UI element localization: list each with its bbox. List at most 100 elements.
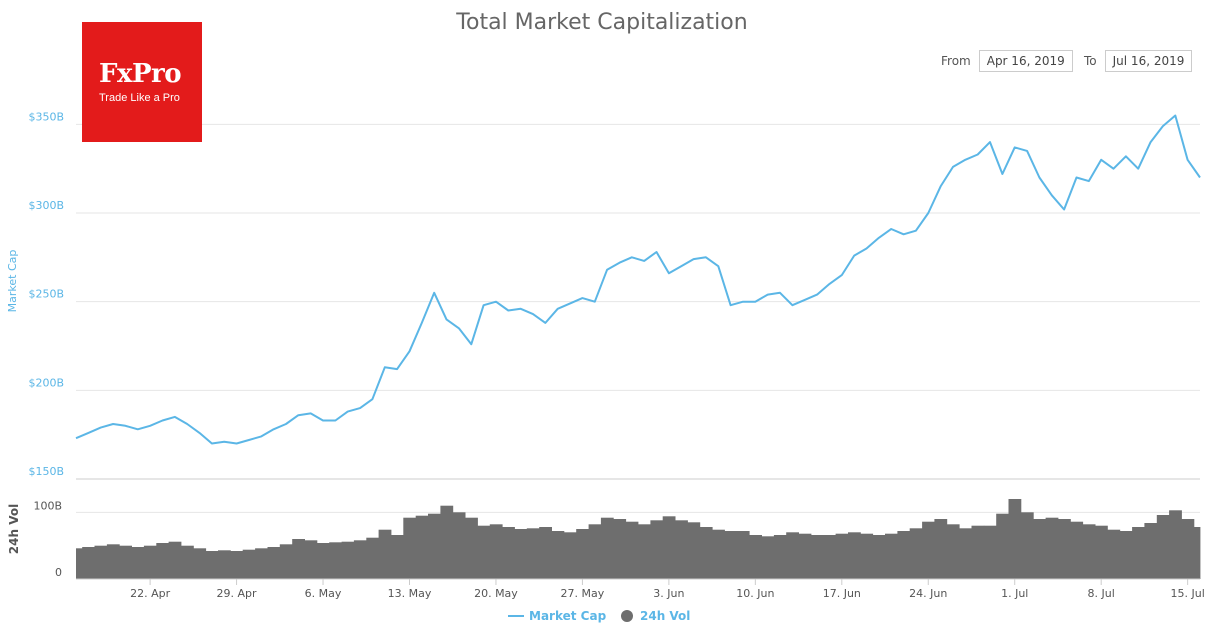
volume-bar bbox=[76, 548, 83, 579]
volume-bar bbox=[143, 545, 157, 579]
y-tick-label: $150B bbox=[28, 465, 64, 478]
to-label: To bbox=[1084, 54, 1097, 68]
volume-bar bbox=[329, 542, 342, 579]
volume-bar bbox=[563, 532, 577, 579]
x-tick-label: 29. Apr bbox=[217, 587, 257, 600]
volume-bar bbox=[403, 517, 417, 579]
x-tick-label: 27. May bbox=[561, 587, 605, 600]
volume-bar bbox=[267, 547, 281, 579]
volume-bar bbox=[168, 541, 182, 579]
x-tick-label: 24. Jun bbox=[909, 587, 947, 600]
y-tick-label: $250B bbox=[28, 288, 64, 301]
volume-bar bbox=[724, 531, 738, 579]
volume-bar bbox=[1119, 531, 1133, 579]
volume-bar bbox=[1095, 525, 1108, 579]
volume-bar bbox=[255, 548, 268, 579]
volume-bar bbox=[1020, 512, 1034, 579]
volume-bar bbox=[1070, 521, 1084, 579]
x-tick-label: 6. May bbox=[305, 587, 342, 600]
volume-bar bbox=[946, 524, 960, 579]
volume-bar bbox=[242, 549, 256, 579]
volume-bar bbox=[1132, 527, 1145, 579]
volume-bar bbox=[415, 515, 429, 579]
volume-bar bbox=[181, 545, 194, 579]
x-tick-label: 15. Jul bbox=[1171, 587, 1205, 600]
volume-bar bbox=[316, 543, 330, 579]
volume-bar bbox=[1169, 510, 1182, 579]
market-cap-series bbox=[75, 114, 1201, 445]
volume-bar bbox=[1107, 529, 1121, 579]
volume-axis-ticks: 0 100B bbox=[33, 499, 62, 579]
volume-bar bbox=[736, 531, 750, 579]
volume-bar bbox=[452, 512, 466, 579]
volume-bar bbox=[613, 519, 627, 579]
volume-bar bbox=[810, 535, 824, 579]
volume-bar bbox=[366, 537, 380, 579]
y-tick-label: $300B bbox=[28, 199, 64, 212]
y-axis-label: Market Cap bbox=[6, 250, 19, 313]
legend-label-volume: 24h Vol bbox=[640, 609, 690, 623]
volume-tick-label: 100B bbox=[33, 499, 62, 512]
volume-bar bbox=[341, 541, 355, 579]
volume-bar bbox=[983, 525, 997, 579]
x-tick-label: 20. May bbox=[474, 587, 518, 600]
volume-bar bbox=[1156, 515, 1170, 579]
from-label: From bbox=[941, 54, 971, 68]
volume-bar bbox=[773, 535, 787, 579]
volume-bar bbox=[292, 539, 305, 579]
volume-bar bbox=[687, 522, 701, 579]
volume-bar bbox=[304, 540, 318, 579]
volume-series bbox=[76, 499, 1201, 579]
from-date-input[interactable]: Apr 16, 2019 bbox=[978, 50, 1073, 72]
volume-bar bbox=[576, 529, 589, 579]
volume-bar bbox=[588, 524, 602, 579]
to-date-input[interactable]: Jul 16, 2019 bbox=[1104, 50, 1193, 72]
grid-lines bbox=[76, 123, 1200, 480]
volume-bar bbox=[675, 520, 688, 579]
x-tick-label: 3. Jun bbox=[653, 587, 684, 600]
volume-legend-swatch bbox=[621, 610, 633, 622]
volume-bar bbox=[971, 525, 985, 579]
volume-bar bbox=[465, 517, 478, 579]
volume-bar bbox=[625, 521, 639, 579]
volume-bar bbox=[650, 520, 664, 579]
y-tick-label: $350B bbox=[28, 110, 64, 123]
volume-bar bbox=[131, 547, 145, 579]
volume-bar bbox=[440, 505, 454, 579]
volume-bar bbox=[798, 533, 812, 579]
volume-bar bbox=[835, 533, 849, 579]
volume-bar bbox=[193, 548, 207, 579]
volume-bar bbox=[218, 550, 231, 579]
volume-bar bbox=[1193, 527, 1201, 579]
volume-bar bbox=[1008, 499, 1022, 579]
volume-bar bbox=[279, 544, 293, 579]
volume-bar bbox=[934, 519, 948, 579]
fxpro-logo: FxPro Trade Like a Pro bbox=[82, 22, 202, 142]
volume-bar bbox=[872, 535, 886, 579]
x-tick-label: 22. Apr bbox=[130, 587, 170, 600]
volume-bar bbox=[1058, 519, 1071, 579]
volume-tick-label: 0 bbox=[55, 566, 62, 579]
chart-title: Total Market Capitalization bbox=[455, 10, 747, 35]
volume-bar bbox=[761, 536, 775, 579]
volume-bar bbox=[489, 524, 503, 579]
legend-item-market-cap[interactable]: Market Cap bbox=[508, 609, 607, 623]
volume-bar bbox=[106, 544, 120, 579]
volume-bar bbox=[502, 527, 515, 579]
x-axis-ticks: 22. Apr 29. Apr 6. May 13. May 20. May 27. Ma… bbox=[130, 579, 1205, 600]
volume-bar bbox=[1082, 524, 1096, 579]
volume-bar bbox=[94, 545, 108, 579]
volume-bar bbox=[786, 532, 799, 579]
legend: Market Cap 24h Vol bbox=[508, 609, 690, 623]
volume-bar bbox=[526, 528, 540, 579]
volume-bar bbox=[230, 551, 244, 579]
x-tick-label: 17. Jun bbox=[823, 587, 861, 600]
volume-bar bbox=[205, 551, 219, 579]
volume-bar bbox=[119, 545, 132, 579]
volume-bar bbox=[712, 529, 725, 579]
volume-bar bbox=[922, 521, 935, 579]
volume-bar bbox=[823, 535, 837, 579]
legend-item-volume[interactable]: 24h Vol bbox=[621, 609, 690, 623]
volume-bar bbox=[699, 527, 713, 579]
